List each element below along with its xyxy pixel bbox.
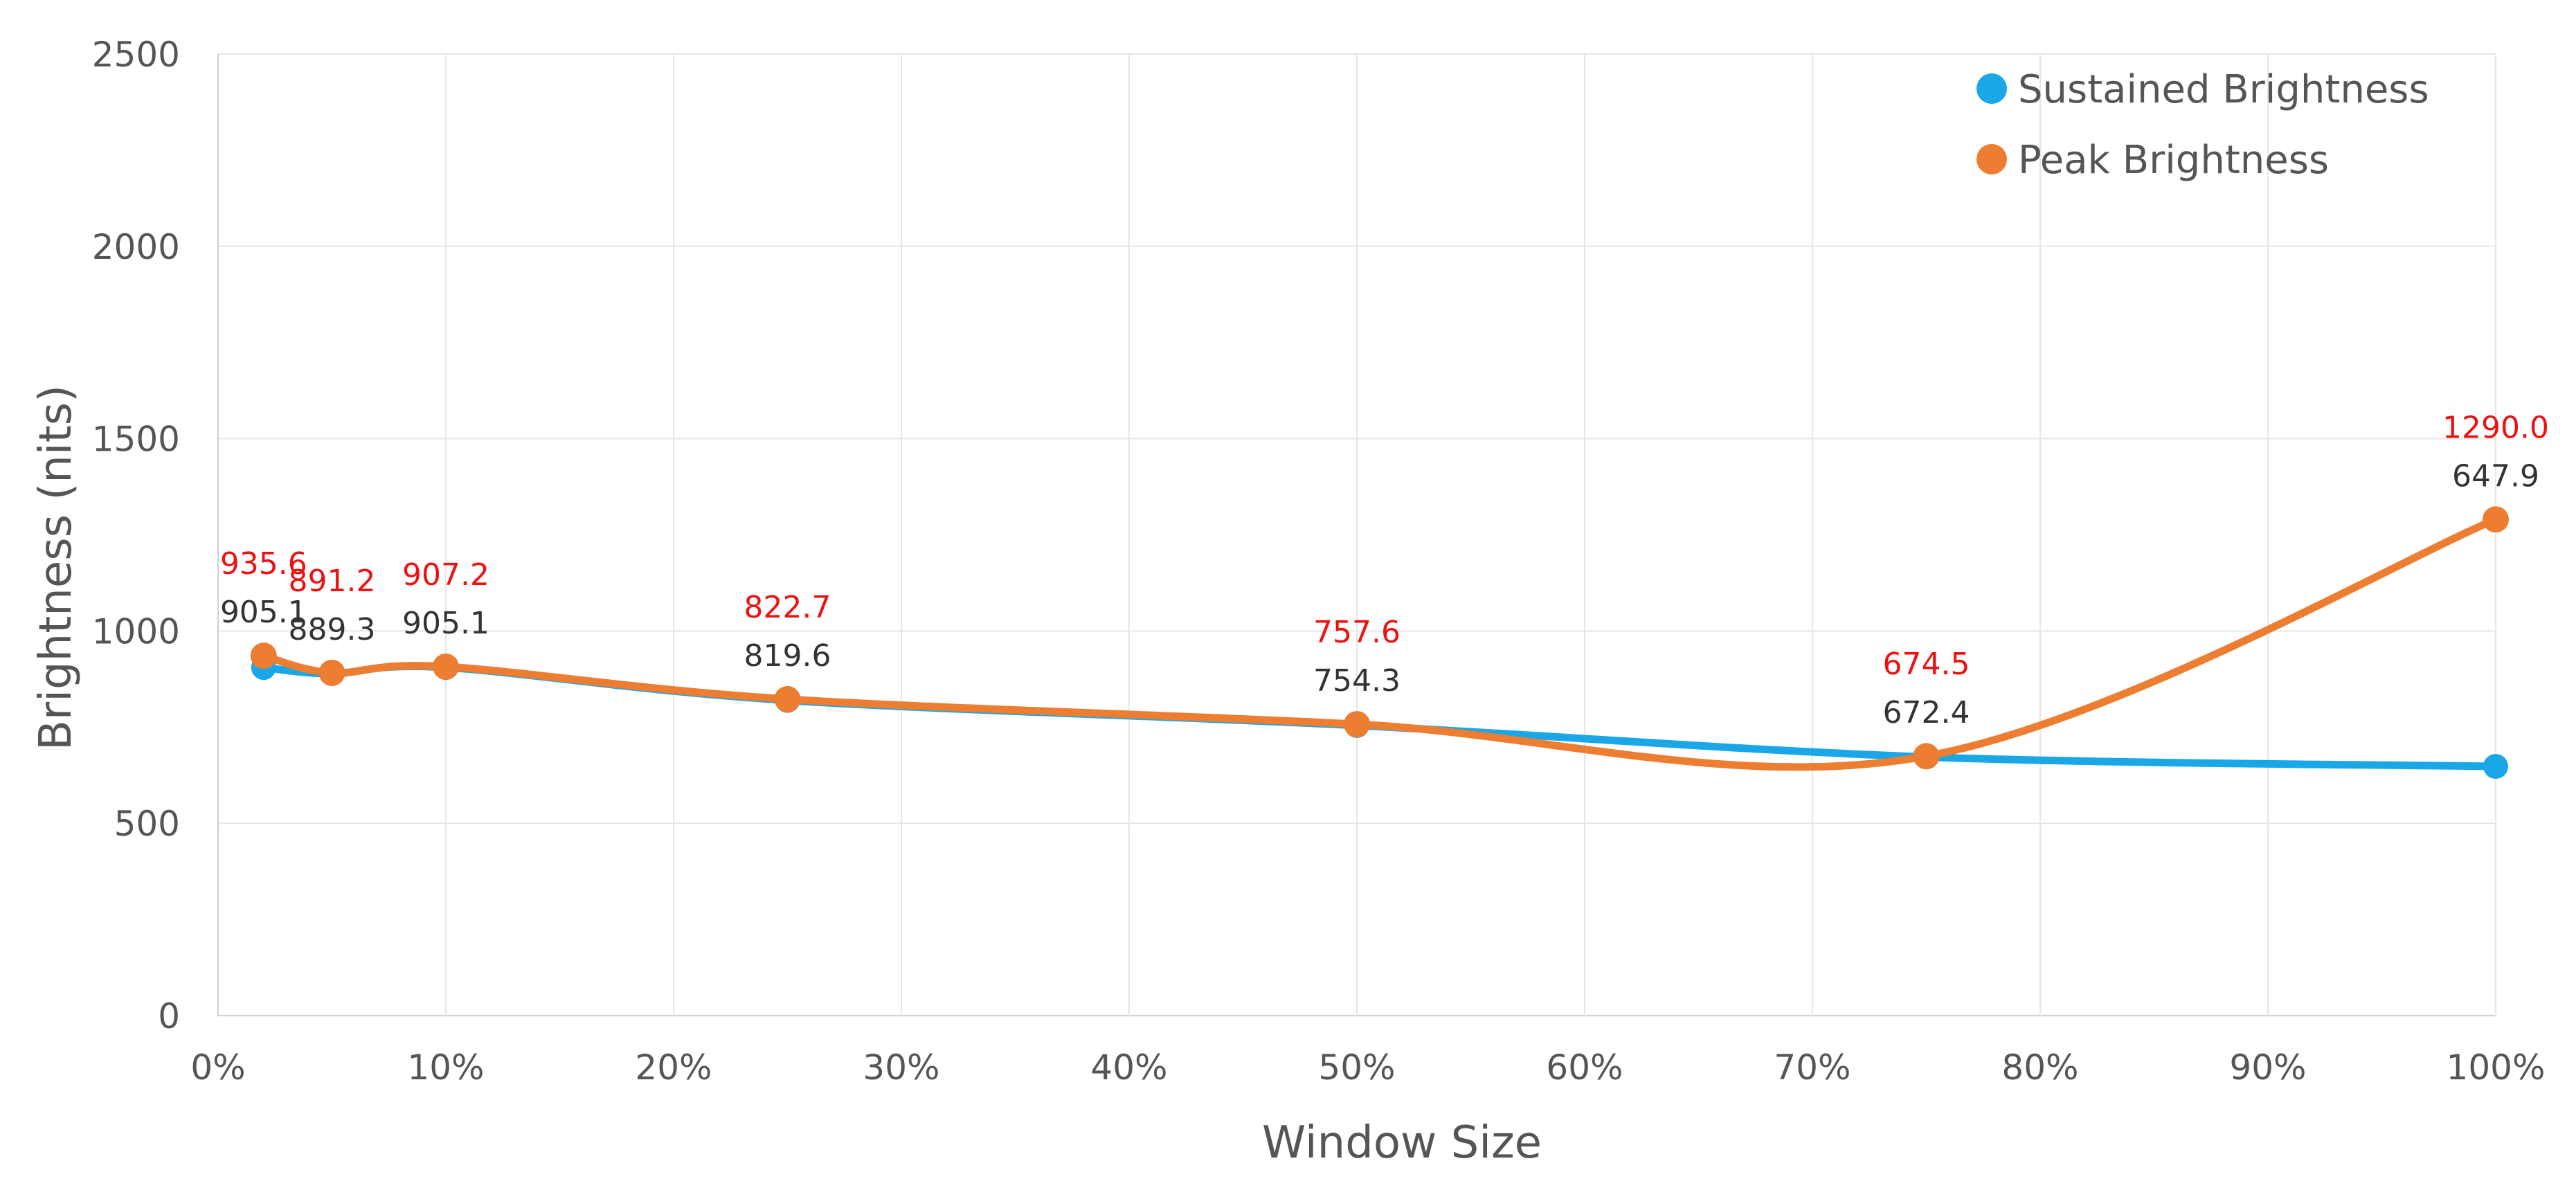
legend-swatch-sustained <box>1976 73 2007 104</box>
data-point-peak <box>1344 711 1370 738</box>
series-line-peak <box>260 515 2500 771</box>
x-tick-label: 30% <box>863 1047 939 1088</box>
x-tick-label: 70% <box>1774 1047 1850 1088</box>
axes: 0 500 1000 1500 2000 2500 0% 10% 20% 30% 40% 50% 60%… <box>92 35 2546 1088</box>
legend-label-peak: Peak Brightness <box>2018 138 2329 183</box>
x-tick-label: 100% <box>2447 1047 2546 1088</box>
data-label-peak: 674.5 <box>1883 647 1970 682</box>
x-axis-title: Window Size <box>1262 1117 1542 1169</box>
y-tick-label: 1000 <box>92 611 180 651</box>
x-tick-label: 90% <box>2229 1047 2306 1088</box>
data-label-peak: 757.6 <box>1313 615 1400 650</box>
data-label-sustained: 819.6 <box>744 638 831 674</box>
gridlines <box>217 53 2496 1016</box>
data-label-sustained: 889.3 <box>289 612 376 647</box>
data-label-sustained: 905.1 <box>402 606 489 641</box>
data-point-sustained <box>2483 754 2508 780</box>
data-label-peak: 907.2 <box>402 557 489 593</box>
legend-label-sustained: Sustained Brightness <box>2018 67 2429 112</box>
data-point-peak <box>2483 506 2509 533</box>
x-tick-label: 0% <box>190 1047 245 1088</box>
data-labels: 905.1935.6889.3891.2905.1907.2819.6822.7… <box>220 410 2549 730</box>
data-label-sustained: 754.3 <box>1313 663 1400 699</box>
data-point-peak <box>318 659 345 686</box>
x-tick-label: 40% <box>1090 1047 1167 1088</box>
legend: Sustained Brightness Peak Brightness <box>1976 67 2429 183</box>
data-point-peak <box>250 642 277 669</box>
legend-item-peak[interactable]: Peak Brightness <box>1976 138 2329 183</box>
data-label-sustained: 672.4 <box>1883 695 1970 730</box>
data-label-peak: 822.7 <box>744 590 831 625</box>
x-tick-label: 20% <box>635 1047 712 1088</box>
y-tick-label: 0 <box>158 996 180 1036</box>
x-tick-label: 80% <box>2001 1047 2078 1088</box>
y-tick-label: 2000 <box>92 227 180 267</box>
x-tick-label: 50% <box>1318 1047 1395 1088</box>
data-point-peak <box>433 653 459 680</box>
data-label-peak: 935.6 <box>220 546 307 582</box>
data-points <box>250 506 2509 780</box>
data-label-peak: 1290.0 <box>2442 410 2549 445</box>
data-label-peak: 891.2 <box>289 564 376 599</box>
series-lines <box>260 515 2500 771</box>
legend-swatch-peak <box>1976 144 2007 174</box>
data-point-peak <box>774 685 801 712</box>
y-tick-label: 1500 <box>92 420 180 460</box>
data-label-sustained: 647.9 <box>2452 458 2539 494</box>
data-label-sustained: 905.1 <box>220 595 307 630</box>
legend-item-sustained[interactable]: Sustained Brightness <box>1976 67 2429 112</box>
data-point-peak <box>1913 743 1940 770</box>
x-tick-label: 60% <box>1546 1047 1623 1088</box>
x-tick-label: 10% <box>407 1047 484 1088</box>
y-axis-title: Brightness (nits) <box>30 385 82 750</box>
y-tick-label: 500 <box>114 804 180 844</box>
y-tick-label: 2500 <box>92 35 180 75</box>
